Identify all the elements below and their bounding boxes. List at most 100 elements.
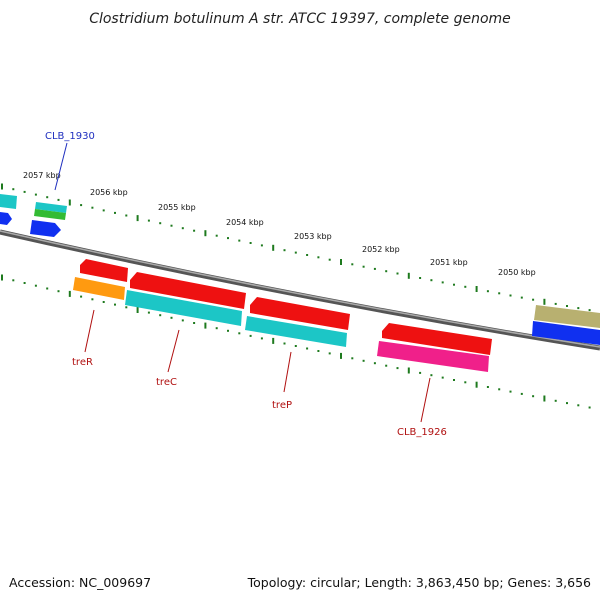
outer-major-tick bbox=[272, 244, 275, 251]
inner-minor-tick bbox=[114, 303, 116, 306]
inner-minor-tick bbox=[317, 350, 320, 352]
outer-minor-tick bbox=[283, 249, 286, 252]
accession-text: Accession: NC_009697 bbox=[9, 575, 151, 590]
outer-minor-tick bbox=[509, 294, 512, 297]
outer-minor-tick bbox=[430, 279, 433, 282]
genome-summary-text: Topology: circular; Length: 3,863,450 bp… bbox=[247, 575, 591, 590]
inner-minor-tick bbox=[566, 402, 568, 405]
gene-left-blue[interactable] bbox=[0, 212, 12, 225]
outer-minor-tick bbox=[181, 227, 184, 230]
inner-minor-tick bbox=[249, 334, 252, 337]
outer-minor-tick bbox=[125, 214, 128, 217]
inner-minor-tick bbox=[238, 332, 241, 335]
outer-major-tick bbox=[136, 215, 139, 222]
gene-left-cyan[interactable] bbox=[0, 194, 17, 209]
outer-minor-tick bbox=[23, 190, 26, 193]
outer-minor-tick bbox=[385, 270, 388, 273]
leader-clb1926 bbox=[420, 377, 431, 423]
inner-minor-tick bbox=[57, 290, 60, 293]
gene-trec-red[interactable] bbox=[130, 272, 246, 309]
inner-minor-tick bbox=[385, 364, 388, 367]
outer-minor-tick bbox=[249, 242, 252, 244]
outer-minor-tick bbox=[532, 298, 535, 301]
outer-minor-tick bbox=[114, 211, 116, 214]
outer-minor-tick bbox=[419, 277, 422, 279]
outer-minor-tick bbox=[12, 188, 15, 191]
map-title: Clostridium botulinum A str. ATCC 19397,… bbox=[89, 11, 511, 27]
gene-clb1926-red[interactable] bbox=[382, 323, 492, 355]
leader-trec bbox=[167, 329, 180, 373]
gene-clb1930-cyan[interactable] bbox=[35, 202, 67, 213]
inner-minor-tick bbox=[147, 311, 150, 314]
inner-minor-tick bbox=[306, 347, 309, 350]
inner-minor-tick bbox=[193, 322, 196, 324]
gene-clb1930-blue[interactable] bbox=[30, 220, 61, 237]
inner-minor-tick bbox=[91, 298, 94, 301]
outer-minor-tick bbox=[373, 267, 376, 270]
gene-clb1930-green[interactable] bbox=[34, 209, 66, 220]
inner-minor-tick bbox=[373, 362, 376, 365]
gene-trep-red[interactable] bbox=[250, 297, 350, 330]
outer-minor-tick bbox=[147, 219, 150, 222]
inner-minor-tick bbox=[159, 314, 162, 317]
inner-minor-tick bbox=[396, 367, 399, 370]
inner-minor-tick bbox=[430, 374, 433, 377]
inner-minor-tick bbox=[102, 301, 105, 303]
outer-minor-tick bbox=[306, 254, 309, 256]
outer-minor-tick bbox=[328, 258, 331, 261]
inner-minor-tick bbox=[441, 376, 444, 379]
inner-minor-tick bbox=[362, 359, 365, 362]
scale-label-2056: 2056 kbp bbox=[90, 188, 128, 197]
gene-trer-orange[interactable] bbox=[73, 277, 125, 300]
inner-minor-tick bbox=[486, 386, 489, 388]
scale-label-2054: 2054 kbp bbox=[226, 218, 264, 227]
inner-minor-tick bbox=[509, 390, 512, 393]
inner-minor-tick bbox=[170, 316, 173, 319]
inner-minor-tick bbox=[34, 284, 37, 287]
outer-major-tick bbox=[68, 199, 71, 206]
outer-major-tick bbox=[340, 259, 342, 265]
inner-minor-tick bbox=[464, 381, 467, 384]
outer-minor-tick bbox=[159, 222, 162, 225]
label-trer: treR bbox=[72, 357, 93, 368]
inner-minor-tick bbox=[80, 295, 83, 298]
inner-minor-tick bbox=[532, 395, 535, 398]
gene-right-olive[interactable] bbox=[534, 305, 600, 328]
outer-minor-tick bbox=[453, 283, 455, 286]
outer-minor-tick bbox=[566, 305, 568, 307]
gene-right-blue[interactable] bbox=[532, 321, 600, 345]
inner-minor-tick bbox=[12, 279, 15, 282]
scale-label-2055: 2055 kbp bbox=[158, 203, 196, 212]
outer-major-tick bbox=[204, 230, 207, 237]
scale-label-2050: 2050 kbp bbox=[498, 268, 536, 277]
leader-trep bbox=[283, 351, 292, 393]
gene-clb1926-magenta[interactable] bbox=[377, 341, 489, 372]
outer-minor-tick bbox=[486, 290, 489, 293]
inner-major-tick bbox=[475, 381, 478, 388]
scale-label-2052: 2052 kbp bbox=[362, 245, 400, 254]
inner-major-tick bbox=[407, 367, 410, 374]
inner-major-tick bbox=[1, 274, 3, 281]
leader-trer bbox=[84, 309, 95, 353]
outer-minor-tick bbox=[577, 307, 580, 310]
inner-minor-tick bbox=[294, 345, 297, 347]
gene-trer-red[interactable] bbox=[80, 259, 128, 282]
inner-minor-tick bbox=[181, 319, 184, 322]
gene-trep-cyan[interactable] bbox=[245, 316, 347, 347]
outer-minor-tick bbox=[396, 272, 399, 275]
inner-minor-tick bbox=[453, 379, 455, 381]
inner-minor-tick bbox=[125, 306, 128, 309]
inner-scale-track bbox=[1, 274, 591, 409]
outer-minor-tick bbox=[351, 263, 354, 266]
outer-minor-tick bbox=[294, 251, 297, 254]
scale-label-2051: 2051 kbp bbox=[430, 258, 468, 267]
outer-minor-tick bbox=[57, 198, 60, 201]
gene-trec-cyan[interactable] bbox=[125, 290, 242, 326]
inner-minor-tick bbox=[215, 327, 218, 330]
outer-minor-tick bbox=[238, 239, 241, 242]
label-clb1930: CLB_1930 bbox=[45, 131, 95, 142]
outer-minor-tick bbox=[91, 206, 94, 209]
inner-minor-tick bbox=[588, 406, 591, 409]
genome-backbone bbox=[0, 229, 600, 351]
